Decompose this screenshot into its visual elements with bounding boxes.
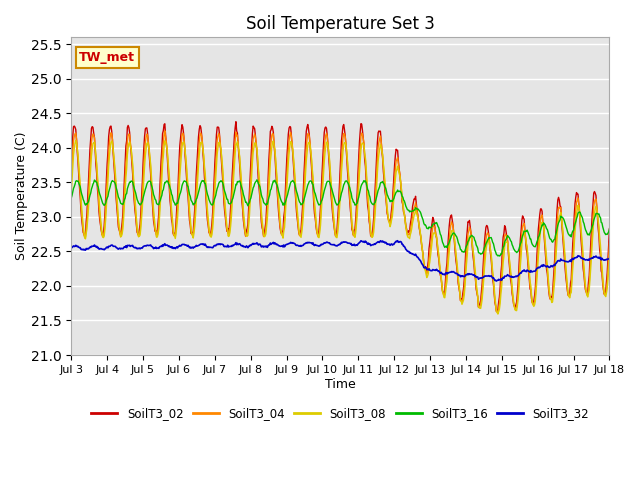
- Legend: SoilT3_02, SoilT3_04, SoilT3_08, SoilT3_16, SoilT3_32: SoilT3_02, SoilT3_04, SoilT3_08, SoilT3_…: [86, 402, 594, 425]
- SoilT3_08: [605, 253, 613, 259]
- SoilT3_16: [422, 223, 430, 229]
- Line: SoilT3_32: SoilT3_32: [71, 240, 609, 281]
- SoilT3_16: [187, 197, 195, 203]
- SoilT3_04: [406, 227, 414, 232]
- SoilT3_16: [132, 193, 140, 199]
- SoilT3_16: [67, 195, 75, 201]
- SoilT3_08: [494, 311, 502, 317]
- SoilT3_32: [605, 255, 613, 261]
- SoilT3_04: [188, 231, 196, 237]
- Line: SoilT3_16: SoilT3_16: [71, 180, 609, 256]
- SoilT3_16: [495, 253, 503, 259]
- X-axis label: Time: Time: [325, 377, 356, 391]
- SoilT3_04: [161, 128, 169, 134]
- SoilT3_32: [187, 245, 195, 251]
- SoilT3_32: [67, 245, 75, 251]
- SoilT3_16: [253, 177, 260, 183]
- SoilT3_04: [77, 202, 85, 208]
- SoilT3_32: [422, 265, 430, 271]
- SoilT3_02: [493, 309, 500, 314]
- SoilT3_08: [216, 143, 224, 149]
- SoilT3_32: [77, 246, 85, 252]
- SoilT3_02: [216, 131, 223, 137]
- SoilT3_16: [605, 226, 613, 232]
- SoilT3_04: [422, 268, 430, 274]
- SoilT3_16: [406, 208, 414, 214]
- Line: SoilT3_08: SoilT3_08: [71, 141, 609, 314]
- Line: SoilT3_02: SoilT3_02: [71, 122, 609, 312]
- SoilT3_02: [77, 208, 85, 214]
- SoilT3_08: [422, 271, 430, 277]
- SoilT3_32: [216, 241, 223, 247]
- SoilT3_02: [605, 226, 613, 231]
- Text: TW_met: TW_met: [79, 51, 135, 64]
- SoilT3_08: [406, 232, 414, 238]
- SoilT3_16: [77, 188, 85, 194]
- SoilT3_04: [493, 310, 501, 315]
- SoilT3_08: [78, 205, 86, 211]
- SoilT3_02: [187, 230, 195, 236]
- SoilT3_08: [67, 191, 75, 196]
- SoilT3_32: [493, 278, 500, 284]
- SoilT3_08: [72, 138, 79, 144]
- SoilT3_04: [605, 240, 613, 246]
- SoilT3_02: [422, 265, 430, 271]
- SoilT3_04: [67, 177, 75, 183]
- SoilT3_02: [406, 221, 414, 227]
- Line: SoilT3_04: SoilT3_04: [71, 131, 609, 312]
- SoilT3_04: [216, 140, 224, 146]
- SoilT3_16: [216, 179, 223, 185]
- SoilT3_08: [133, 224, 141, 230]
- SoilT3_32: [132, 245, 140, 251]
- SoilT3_32: [394, 238, 401, 243]
- Title: Soil Temperature Set 3: Soil Temperature Set 3: [246, 15, 435, 33]
- SoilT3_04: [132, 220, 140, 226]
- SoilT3_02: [132, 222, 140, 228]
- SoilT3_32: [406, 250, 414, 255]
- SoilT3_02: [232, 119, 240, 125]
- SoilT3_02: [67, 162, 75, 168]
- SoilT3_08: [188, 230, 196, 236]
- Y-axis label: Soil Temperature (C): Soil Temperature (C): [15, 132, 28, 261]
